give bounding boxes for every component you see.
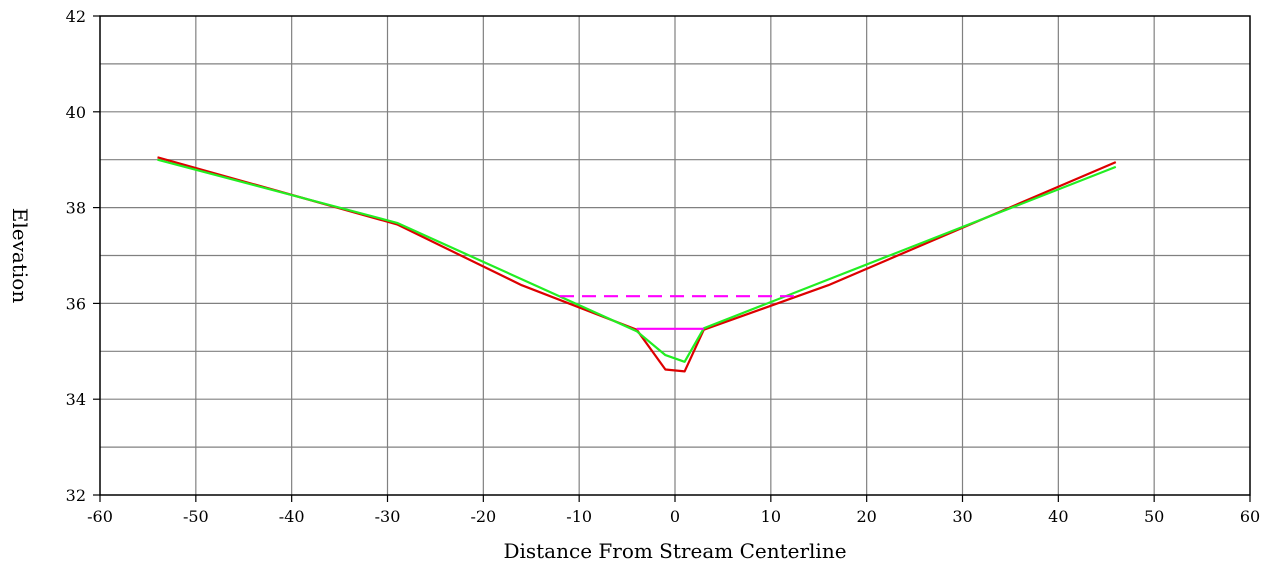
y-axis-ticks: 32 34 36 38 40 42 [66,7,100,505]
x-axis-ticks: -60 -50 -40 -30 -20 -10 0 10 20 30 40 50 60 [87,495,1260,526]
x-tick-label: 0 [670,507,680,526]
series-layer [157,156,1117,373]
x-tick-label: -50 [183,507,209,526]
grid [100,16,1250,495]
series-line-0 [157,156,1117,373]
y-tick-label: 34 [66,390,86,409]
y-tick-label: 42 [66,7,86,26]
y-tick-label: 38 [66,199,86,218]
x-tick-label: -60 [87,507,113,526]
x-tick-label: 20 [856,507,876,526]
x-tick-label: 30 [952,507,972,526]
x-tick-label: -40 [279,507,305,526]
x-tick-label: 40 [1048,507,1068,526]
x-axis-title: Distance From Stream Centerline [503,539,846,563]
y-tick-label: 32 [66,486,86,505]
x-tick-label: -30 [375,507,401,526]
x-tick-label: 60 [1240,507,1260,526]
x-tick-label: -20 [470,507,496,526]
x-tick-label: 50 [1144,507,1164,526]
series-line-1 [157,158,1117,363]
x-tick-label: 10 [761,507,781,526]
x-tick-label: -10 [566,507,592,526]
y-tick-label: 40 [66,103,86,122]
y-tick-label: 36 [66,294,86,313]
y-axis-title: Elevation [8,208,32,304]
